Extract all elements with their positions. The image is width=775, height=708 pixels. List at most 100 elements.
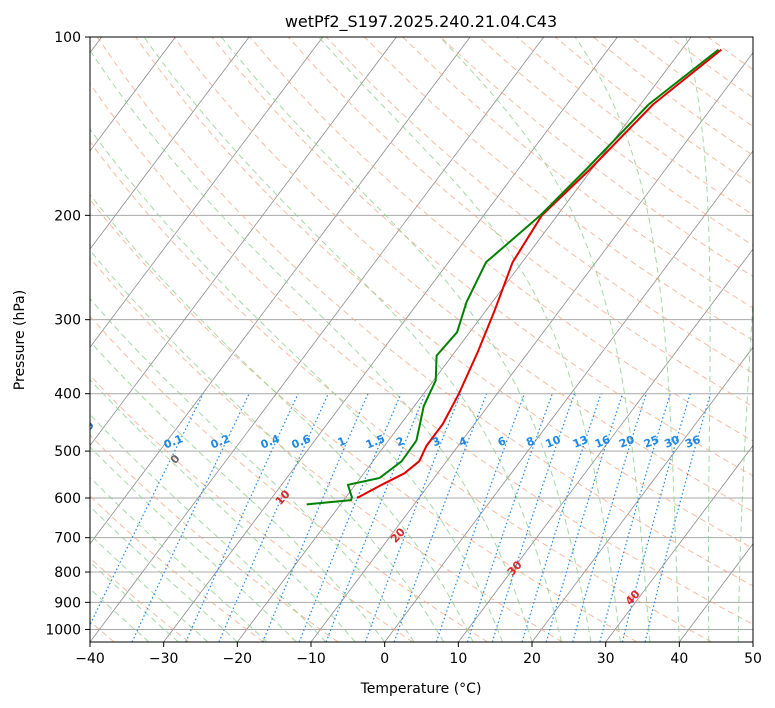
isotherm-line (237, 37, 692, 642)
moist-adiabat-line (90, 249, 445, 642)
dry-adiabat-line (90, 257, 563, 642)
moist-adiabat-line (90, 49, 533, 642)
moist-adiabat-line (90, 476, 268, 642)
mixing-ratio-line (298, 393, 402, 642)
isotherm-line (458, 248, 753, 642)
sounding-traces (306, 48, 723, 506)
moist-adiabat-line (439, 37, 651, 642)
dry-adiabat-line (211, 37, 753, 477)
dry-adiabat-line (402, 37, 753, 309)
moist-adiabat-line (685, 37, 711, 642)
moist-adiabat-line (90, 505, 238, 642)
dry-adiabat-line (173, 37, 753, 513)
mixing-ratio-label: 10 (544, 433, 563, 451)
dry-adiabat-line (135, 37, 753, 550)
dry-adiabat-line (90, 140, 712, 642)
mixing-ratio-line (325, 393, 426, 642)
moist-adiabat-line (221, 37, 592, 642)
isotherm-line (90, 37, 250, 250)
y-tick-label: 400 (54, 387, 81, 403)
moist-adiabat-line (143, 37, 562, 642)
dry-adiabat-label: 20 (388, 525, 408, 545)
dry-adiabat-label: 40 (623, 587, 643, 607)
mixing-ratio-line (599, 393, 671, 642)
line-labels: 0.10.20.40.611.52346810131620253036-100-… (0, 390, 703, 607)
dry-adiabat-line (90, 557, 190, 642)
x-tick-label: 20 (523, 651, 541, 667)
mixing-ratio-line (435, 393, 526, 642)
dry-adiabat-line (364, 37, 753, 341)
mixing-ratio-line (218, 393, 329, 642)
isotherm-line (90, 37, 176, 152)
dry-adiabat-label: -20 (0, 390, 12, 414)
x-tick-label: 50 (744, 651, 762, 667)
y-tick-label: 100 (54, 30, 81, 46)
dry-adiabat-line (90, 374, 414, 642)
temperature-trace (356, 48, 723, 499)
x-tick-label: 40 (670, 651, 688, 667)
mixing-ratio-label: 1 (336, 434, 348, 449)
moist-adiabat-line (90, 128, 503, 642)
isotherm-line (531, 346, 753, 642)
isotherm-line (90, 37, 324, 348)
mixing-ratio-line (491, 393, 576, 642)
y-tick-label: 300 (54, 313, 81, 329)
dry-adiabat-line (707, 37, 753, 71)
moist-adiabat-line (574, 37, 680, 642)
mixing-ratio-line (131, 393, 250, 642)
isotherm-line (310, 51, 753, 642)
mixing-ratio-label: 0.6 (290, 432, 313, 451)
moist-adiabat-line (90, 298, 415, 642)
x-axis-title: Temperature (°C) (360, 681, 482, 697)
x-tick-label: 30 (597, 651, 615, 667)
mixing-ratio-label: 20 (617, 433, 636, 451)
mixing-ratio-line (393, 393, 488, 642)
mixing-ratio-line (466, 393, 553, 642)
dry-adiabat-line (90, 83, 753, 625)
x-tick-label: 10 (449, 651, 467, 667)
x-tick-label: 0 (380, 651, 389, 667)
moist-adiabat-line (90, 561, 179, 642)
isotherm-line (752, 641, 753, 642)
moist-adiabat-line (90, 413, 327, 642)
isotherm-line (605, 444, 753, 642)
mixing-ratio-line (644, 393, 712, 642)
mixing-ratio-line (185, 393, 299, 642)
isotherm-line (679, 543, 753, 642)
isotherm-line (90, 37, 397, 447)
dry-adiabat-line (90, 315, 488, 642)
dry-adiabat-label: 10 (273, 487, 293, 507)
y-tick-label: 700 (54, 531, 81, 547)
mixing-ratio-label: 36 (683, 433, 702, 451)
y-tick-label: 200 (54, 208, 81, 224)
mixing-ratio-label: 13 (571, 433, 590, 451)
y-tick-label: 600 (54, 491, 81, 507)
isotherm-line (90, 37, 545, 642)
y-tick-label: 1000 (45, 622, 81, 638)
dewpoint-trace (306, 48, 720, 506)
dry-adiabat-line (249, 37, 753, 442)
mixing-ratio-label: 1.5 (364, 432, 387, 451)
mixing-ratio-label: 0.2 (209, 432, 232, 451)
mixing-ratio-label: 8 (524, 434, 536, 449)
moist-adiabat-line (90, 588, 150, 642)
mixing-ratio-label: 30 (662, 433, 681, 451)
chart-title: wetPf2_S197.2025.240.21.04.C43 (285, 12, 557, 32)
mixing-ratio-line (90, 393, 204, 627)
mixing-ratio-line (572, 393, 647, 642)
isotherm-line (90, 37, 471, 545)
x-tick-label: −30 (149, 651, 179, 667)
mixing-ratio-line (521, 393, 602, 642)
dry-adiabat-line (325, 37, 753, 374)
y-tick-label: 800 (54, 565, 81, 581)
moist-adiabat-line (90, 378, 356, 642)
dry-adiabat-label: -10 (74, 418, 97, 442)
mixing-ratio-line (545, 393, 624, 642)
dry-adiabat-line (90, 495, 264, 642)
moist-adiabat-line (737, 294, 753, 642)
isotherm-line (384, 150, 753, 642)
moist-adiabat-line (90, 340, 386, 642)
dry-adiabat-line (90, 198, 638, 642)
y-axis-title: Pressure (hPa) (12, 290, 28, 390)
